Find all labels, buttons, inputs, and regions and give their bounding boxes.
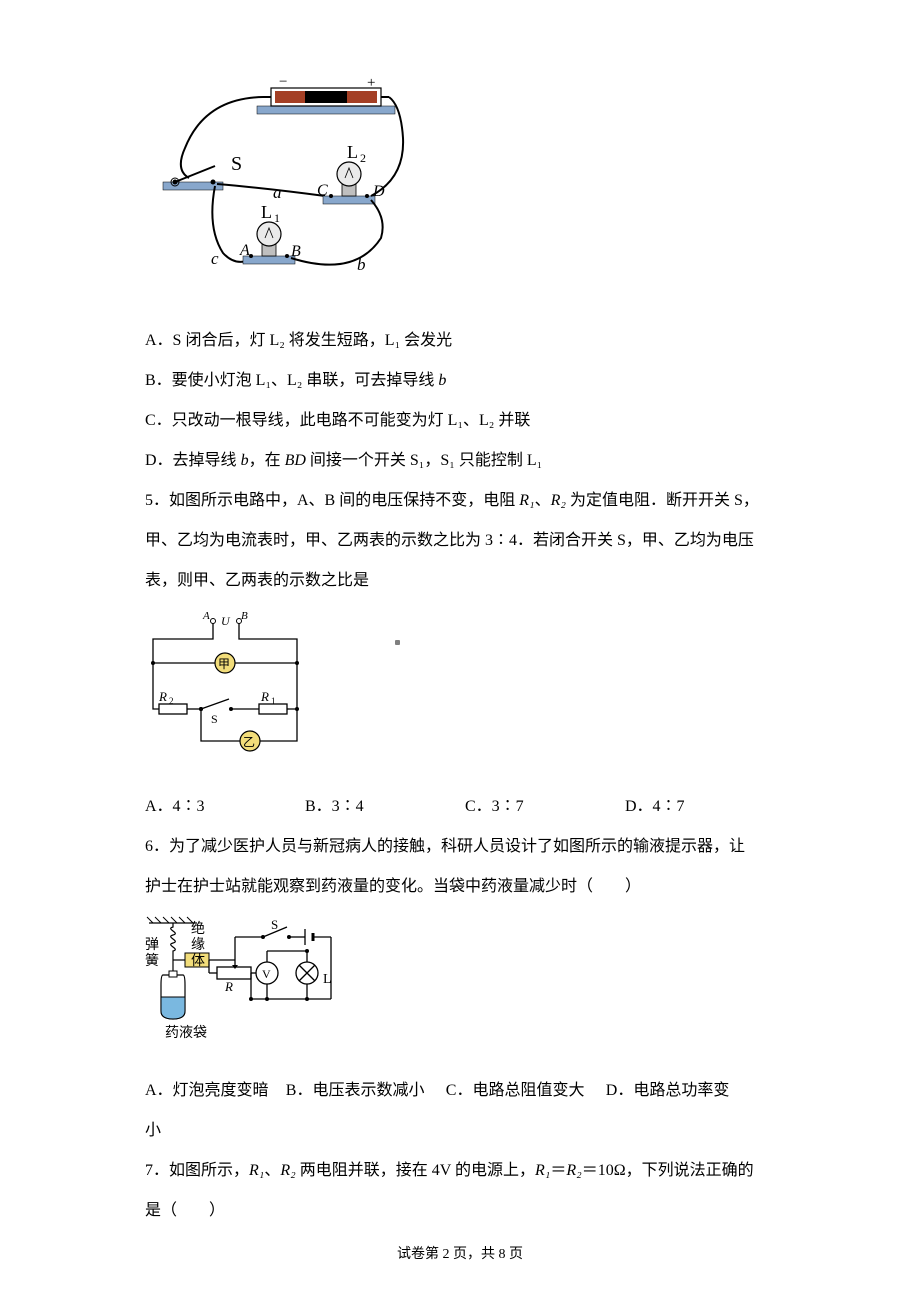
svg-text:2: 2 — [169, 696, 174, 706]
q6-stem-line2: 护士在护士站就能观察到药液量的变化。当袋中药液量减少时（ ） — [145, 867, 785, 907]
svg-text:a: a — [273, 183, 282, 202]
var-r1: R₁ — [519, 492, 534, 509]
var-bd: BD — [285, 452, 306, 469]
q5-options-row: A．4∶3 B．3∶4 C．3∶7 D．4∶7 — [145, 787, 785, 827]
var-b: b — [438, 372, 446, 389]
q5-option-c: C．3∶7 — [465, 787, 625, 827]
text: D．去掉导线 — [145, 452, 241, 469]
q5-stem-line2: 甲、乙均为电流表时，甲、乙两表的示数之比为 3∶4．若闭合开关 S，甲、乙均为电… — [145, 521, 785, 561]
text: 为定值电阻．断开开关 S， — [566, 492, 759, 509]
svg-text:绝: 绝 — [191, 921, 205, 937]
svg-text:R: R — [260, 689, 269, 704]
svg-text:1: 1 — [271, 696, 276, 706]
svg-text:U: U — [221, 614, 231, 628]
svg-text:R: R — [224, 979, 233, 994]
svg-text:缘: 缘 — [191, 937, 205, 953]
q5-option-b: B．3∶4 — [305, 787, 465, 827]
q6-option-d: D．电路总功率变 — [606, 1071, 785, 1111]
svg-text:L: L — [323, 972, 332, 987]
q4-option-d: D．去掉导线 b，在 BD 间接一个开关 S₁，S₁ 只能控制 L₁ — [145, 441, 785, 481]
svg-text:A: A — [202, 610, 210, 622]
svg-text:体: 体 — [191, 953, 205, 969]
page-footer: 试卷第 2 页，共 8 页 — [0, 1248, 920, 1262]
svg-text:+: + — [367, 78, 375, 91]
q6-options-row: A．灯泡亮度变暗 B．电压表示数减小 C．电路总阻值变大 D．电路总功率变 — [145, 1071, 785, 1111]
text: 、 — [535, 492, 551, 509]
q6-circuit-figure: 弹 簧 绝 缘 体 药液袋 R V S L — [145, 915, 785, 1059]
svg-text:−: − — [279, 78, 287, 90]
svg-text:C: C — [317, 182, 328, 199]
center-dot-marker — [395, 640, 400, 645]
q5-circuit-svg: A U B 甲 R 2 S R 1 乙 — [145, 609, 310, 759]
q5-option-d: D．4∶7 — [625, 787, 785, 827]
svg-text:S: S — [211, 712, 218, 726]
q5-circuit-figure: A U B 甲 R 2 S R 1 乙 — [145, 609, 785, 775]
svg-text:L: L — [347, 142, 358, 162]
svg-text:b: b — [357, 255, 366, 274]
var-r1b: R₁ — [535, 1162, 550, 1179]
svg-text:L: L — [261, 202, 272, 222]
q6-option-b: B．电压表示数减小 — [286, 1071, 446, 1111]
q5-stem-line3: 表，则甲、乙两表的示数之比是 — [145, 561, 785, 601]
q6-option-a: A．灯泡亮度变暗 — [145, 1071, 286, 1111]
q7-stem-line2: 是（ ） — [145, 1191, 785, 1231]
q4-option-b: B．要使小灯泡 L₁、L₂ 串联，可去掉导线 b — [145, 361, 785, 401]
q4-circuit-svg: − + S a L 2 C D c L 1 A B b — [145, 78, 410, 293]
text: ＝ — [550, 1162, 566, 1179]
svg-text:甲: 甲 — [218, 657, 230, 671]
q7-stem-line1: 7．如图所示，R₁、R₂ 两电阻并联，接在 4V 的电源上，R₁＝R₂＝10Ω，… — [145, 1151, 785, 1191]
text: ＝10Ω，下列说法正确的 — [582, 1162, 754, 1179]
svg-text:弹: 弹 — [145, 937, 159, 953]
q5-option-a: A．4∶3 — [145, 787, 305, 827]
q6-option-c: C．电路总阻值变大 — [446, 1071, 606, 1111]
svg-text:乙: 乙 — [243, 735, 255, 749]
var-r2b: R₂ — [566, 1162, 581, 1179]
var-r2: R₂ — [280, 1162, 295, 1179]
svg-text:1: 1 — [274, 211, 280, 225]
svg-text:B: B — [241, 610, 248, 622]
svg-text:S: S — [271, 917, 278, 932]
var-r2: R₂ — [551, 492, 566, 509]
svg-text:2: 2 — [360, 151, 366, 165]
text: 5．如图所示电路中，A、B 间的电压保持不变，电阻 — [145, 492, 519, 509]
q5-stem-line1: 5．如图所示电路中，A、B 间的电压保持不变，电阻 R₁、R₂ 为定值电阻．断开… — [145, 481, 785, 521]
var-b: b — [241, 452, 249, 469]
q6-option-d-tail: 小 — [145, 1111, 785, 1151]
text: 间接一个开关 S₁，S₁ 只能控制 L₁ — [306, 452, 542, 469]
svg-text:A: A — [239, 242, 250, 259]
q4-option-c: C．只改动一根导线，此电路不可能变为灯 L₁、L₂ 并联 — [145, 401, 785, 441]
q6-stem-line1: 6．为了减少医护人员与新冠病人的接触，科研人员设计了如图所示的输液提示器，让 — [145, 827, 785, 867]
q6-circuit-svg: 弹 簧 绝 缘 体 药液袋 R V S L — [145, 915, 345, 1043]
text: 7．如图所示， — [145, 1162, 249, 1179]
q4-option-a: A．S 闭合后，灯 L₂ 将发生短路，L₁ 会发光 — [145, 321, 785, 361]
svg-text:V: V — [262, 967, 271, 981]
var-r1: R₁ — [249, 1162, 264, 1179]
q4-circuit-figure: − + S a L 2 C D c L 1 A B b — [145, 78, 785, 309]
svg-text:R: R — [158, 689, 167, 704]
text: 两电阻并联，接在 4V 的电源上， — [296, 1162, 535, 1179]
svg-text:簧: 簧 — [145, 953, 159, 969]
svg-text:S: S — [231, 153, 242, 175]
svg-text:c: c — [211, 249, 219, 268]
text: ，在 — [249, 452, 285, 469]
svg-text:药液袋: 药液袋 — [165, 1025, 207, 1041]
text: 、 — [264, 1162, 280, 1179]
text: B．要使小灯泡 L₁、L₂ 串联，可去掉导线 — [145, 372, 438, 389]
